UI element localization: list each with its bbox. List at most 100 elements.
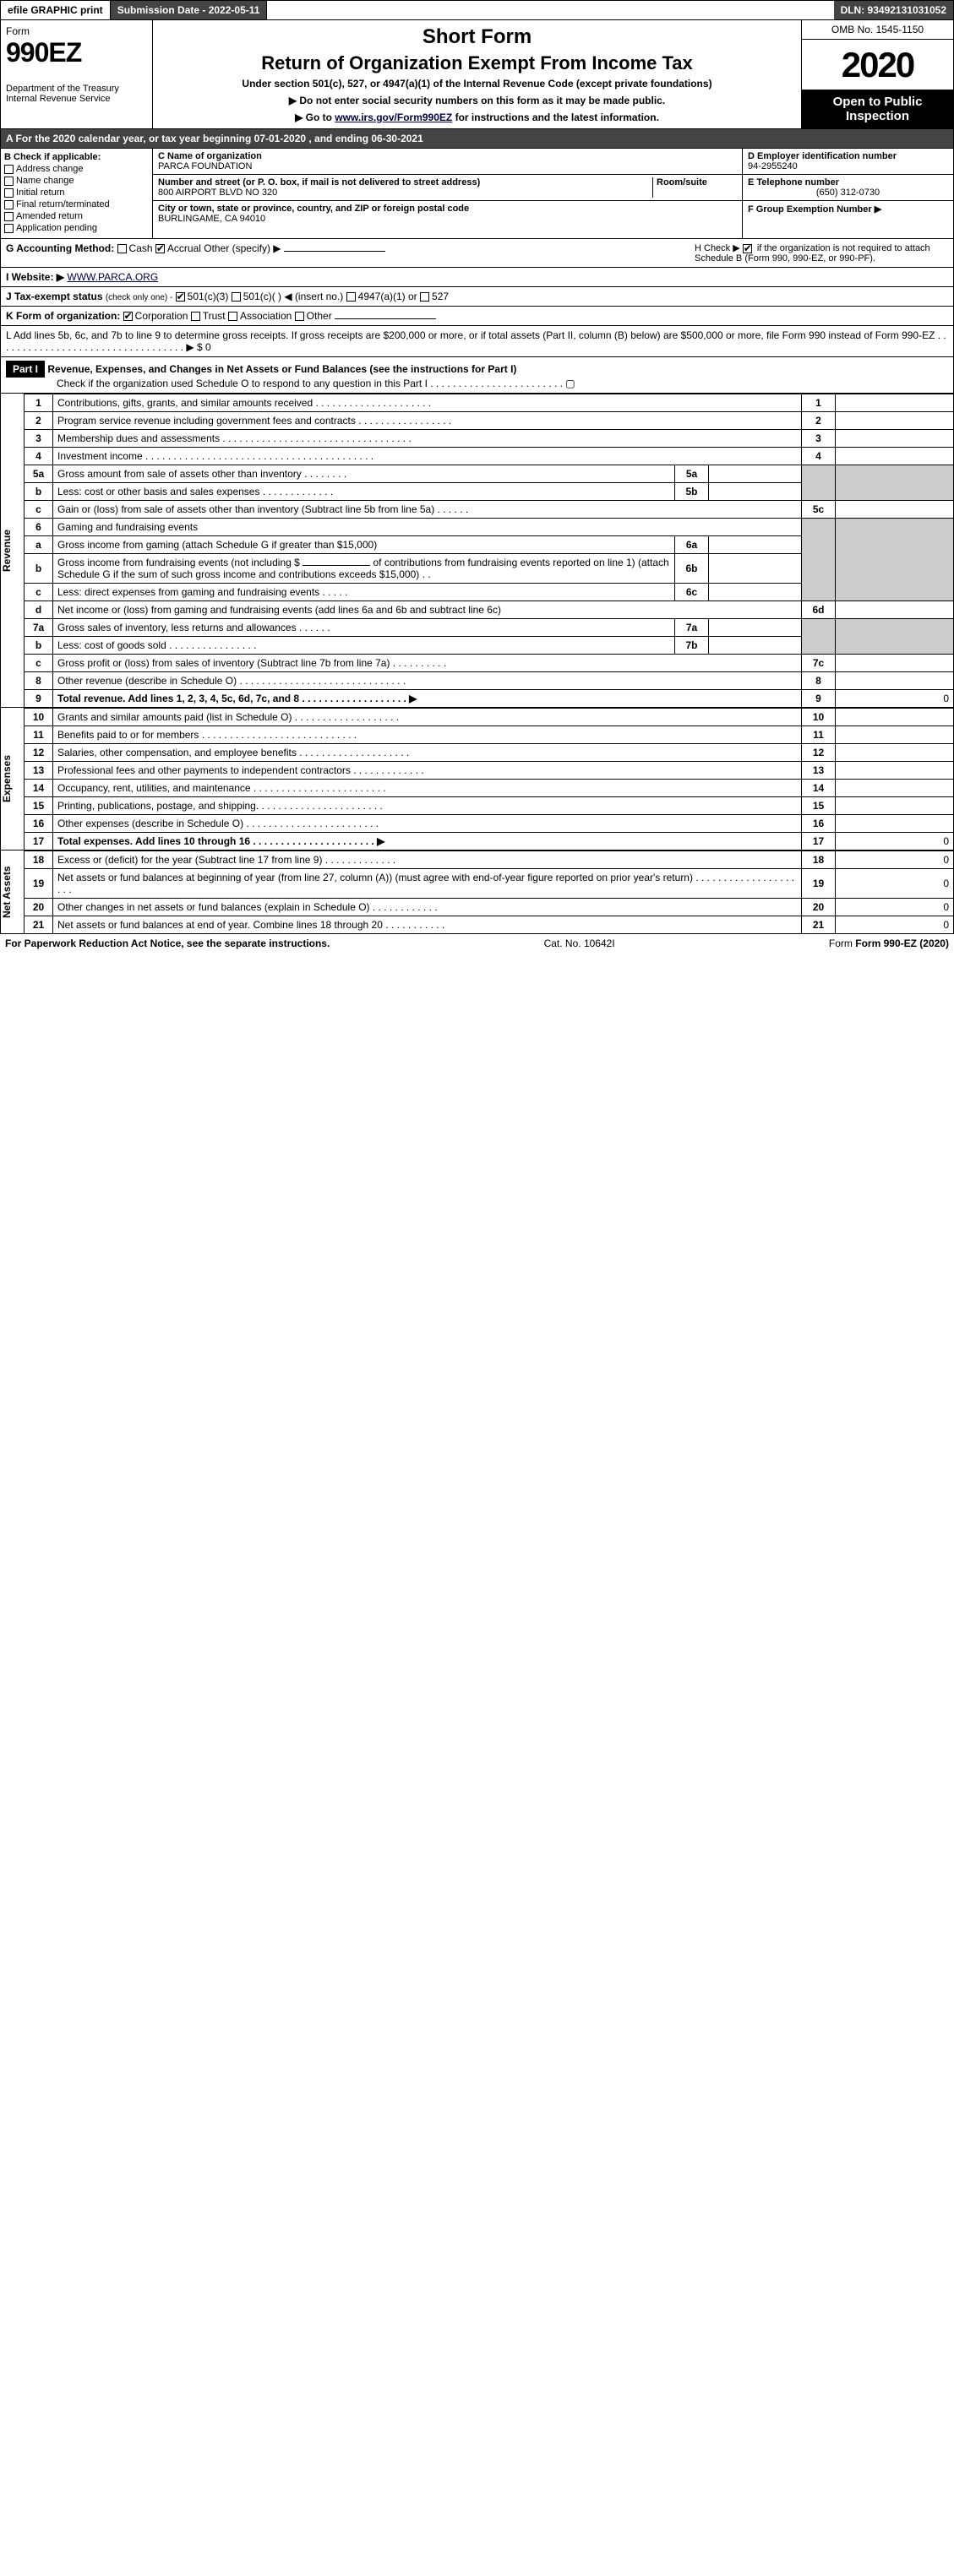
val-5a[interactable]: [709, 465, 802, 483]
j-4947-checkbox[interactable]: [346, 292, 356, 302]
line-16: 16Other expenses (describe in Schedule O…: [25, 815, 954, 833]
val-14[interactable]: [836, 780, 954, 797]
val-6c[interactable]: [709, 584, 802, 601]
line-5a: 5aGross amount from sale of assets other…: [25, 465, 954, 483]
val-1[interactable]: [836, 394, 954, 412]
j-501c3-checkbox[interactable]: [176, 292, 185, 302]
k-corp-checkbox[interactable]: [123, 312, 133, 321]
k-other-blank[interactable]: [335, 318, 436, 319]
part-i-label: Part I: [6, 361, 45, 378]
h-checkbox[interactable]: [743, 244, 752, 253]
footer-mid: Cat. No. 10642I: [544, 937, 615, 949]
line-14: 14Occupancy, rent, utilities, and mainte…: [25, 780, 954, 797]
accrual-label: Accrual: [167, 242, 201, 254]
line-21: 21Net assets or fund balances at end of …: [25, 916, 954, 934]
val-18[interactable]: 0: [836, 851, 954, 869]
val-6d[interactable]: [836, 601, 954, 619]
line-12: 12Salaries, other compensation, and empl…: [25, 744, 954, 762]
section-c: C Name of organization PARCA FOUNDATION …: [153, 149, 742, 238]
info-grid: B Check if applicable: Address change Na…: [0, 149, 954, 239]
k-trust-checkbox[interactable]: [191, 312, 200, 321]
line-11: 11Benefits paid to or for members . . . …: [25, 726, 954, 744]
val-9[interactable]: 0: [836, 690, 954, 708]
j-opt3: 4947(a)(1) or: [358, 291, 417, 302]
line-6d: dNet income or (loss) from gaming and fu…: [25, 601, 954, 619]
val-20[interactable]: 0: [836, 899, 954, 916]
val-16[interactable]: [836, 815, 954, 833]
short-form-title: Short Form: [161, 25, 793, 49]
row-k: K Form of organization: Corporation Trus…: [0, 307, 954, 326]
opt-amended-return[interactable]: Amended return: [4, 211, 149, 221]
efile-label[interactable]: efile GRAPHIC print: [1, 1, 111, 19]
val-2[interactable]: [836, 412, 954, 430]
opt-final-return[interactable]: Final return/terminated: [4, 199, 149, 209]
j-opt1: 501(c)(3): [188, 291, 229, 302]
street-value: 800 AIRPORT BLVD NO 320: [158, 187, 277, 198]
expenses-side-label: Expenses: [0, 708, 24, 851]
line-17: 17Total expenses. Add lines 10 through 1…: [25, 833, 954, 851]
val-7b[interactable]: [709, 637, 802, 655]
val-5b[interactable]: [709, 483, 802, 501]
k-other-checkbox[interactable]: [295, 312, 304, 321]
val-17[interactable]: 0: [836, 833, 954, 851]
b-label: B Check if applicable:: [4, 152, 149, 162]
opt-name-change[interactable]: Name change: [4, 176, 149, 186]
val-13[interactable]: [836, 762, 954, 780]
website-link[interactable]: WWW.PARCA.ORG: [67, 271, 158, 283]
val-3[interactable]: [836, 430, 954, 448]
k-label: K Form of organization:: [6, 310, 120, 322]
j-501c-checkbox[interactable]: [232, 292, 241, 302]
room-label: Room/suite: [657, 177, 707, 187]
opt-initial-return[interactable]: Initial return: [4, 187, 149, 198]
l-text: L Add lines 5b, 6c, and 7b to line 9 to …: [6, 329, 948, 353]
k-assoc: Association: [240, 310, 292, 322]
j-label: J Tax-exempt status: [6, 291, 103, 302]
city-label: City or town, state or province, country…: [158, 204, 469, 214]
val-5c[interactable]: [836, 501, 954, 519]
net-assets-table: 18Excess or (deficit) for the year (Subt…: [24, 851, 954, 934]
val-15[interactable]: [836, 797, 954, 815]
val-8[interactable]: [836, 672, 954, 690]
row-j: J Tax-exempt status (check only one) - 5…: [0, 287, 954, 307]
val-10[interactable]: [836, 709, 954, 726]
other-specify-blank[interactable]: [284, 251, 385, 252]
val-6b[interactable]: [709, 554, 802, 584]
k-other: Other: [307, 310, 332, 322]
line-2: 2Program service revenue including gover…: [25, 412, 954, 430]
irs-link[interactable]: www.irs.gov/Form990EZ: [335, 111, 452, 123]
goto-post: for instructions and the latest informat…: [452, 111, 659, 123]
net-assets-section: Net Assets 18Excess or (deficit) for the…: [0, 851, 954, 934]
val-4[interactable]: [836, 448, 954, 465]
submission-date: Submission Date - 2022-05-11: [111, 1, 268, 19]
org-name: PARCA FOUNDATION: [158, 161, 252, 171]
warning-ssn: ▶ Do not enter social security numbers o…: [161, 95, 793, 106]
val-12[interactable]: [836, 744, 954, 762]
val-11[interactable]: [836, 726, 954, 744]
line-10: 10Grants and similar amounts paid (list …: [25, 709, 954, 726]
group-exemption-box: F Group Exemption Number ▶: [743, 201, 953, 238]
omb-number: OMB No. 1545-1150: [802, 20, 953, 40]
k-assoc-checkbox[interactable]: [228, 312, 237, 321]
opt-application-pending[interactable]: Application pending: [4, 223, 149, 233]
open-to-public: Open to Public Inspection: [802, 90, 953, 128]
j-527-checkbox[interactable]: [420, 292, 429, 302]
subtitle: Under section 501(c), 527, or 4947(a)(1)…: [161, 78, 793, 90]
accrual-checkbox[interactable]: [155, 244, 165, 253]
val-19[interactable]: 0: [836, 869, 954, 899]
val-6a[interactable]: [709, 536, 802, 554]
line-6: 6Gaming and fundraising events: [25, 519, 954, 536]
6b-blank[interactable]: [303, 565, 370, 566]
other-label: Other (specify) ▶: [204, 242, 281, 254]
header-center: Short Form Return of Organization Exempt…: [153, 20, 801, 128]
val-21[interactable]: 0: [836, 916, 954, 934]
cash-label: Cash: [129, 242, 153, 254]
j-opt2: 501(c)( ) ◀ (insert no.): [243, 291, 344, 302]
opt-address-change[interactable]: Address change: [4, 164, 149, 174]
top-bar: efile GRAPHIC print Submission Date - 20…: [0, 0, 954, 20]
cash-checkbox[interactable]: [117, 244, 127, 253]
street-row: Number and street (or P. O. box, if mail…: [153, 175, 742, 201]
val-7c[interactable]: [836, 655, 954, 672]
revenue-side-label: Revenue: [0, 394, 24, 708]
street-label: Number and street (or P. O. box, if mail…: [158, 177, 480, 187]
val-7a[interactable]: [709, 619, 802, 637]
